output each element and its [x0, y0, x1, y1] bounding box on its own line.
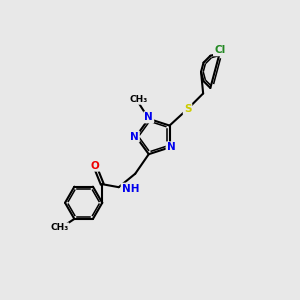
Text: S: S	[184, 104, 191, 114]
Text: N: N	[144, 112, 153, 122]
Text: O: O	[90, 160, 99, 171]
Text: CH₃: CH₃	[129, 95, 147, 104]
Text: N: N	[167, 142, 176, 152]
Text: NH: NH	[122, 184, 139, 194]
Text: N: N	[130, 131, 139, 142]
Text: CH₃: CH₃	[50, 224, 68, 232]
Text: Cl: Cl	[214, 45, 225, 55]
